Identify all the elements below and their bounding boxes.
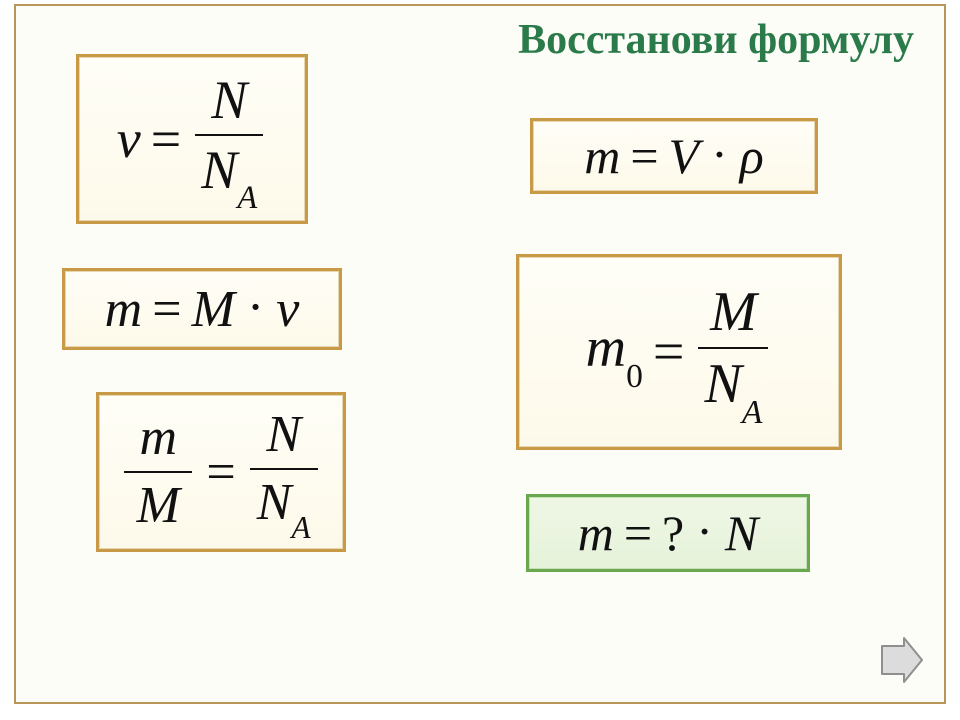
formula-m-eq-v-rho: m = V · ρ bbox=[530, 118, 818, 194]
equation: m = M · ν bbox=[105, 280, 300, 339]
equation: m = V · ρ bbox=[584, 127, 764, 185]
next-slide-button[interactable] bbox=[872, 634, 928, 686]
denominator: NA bbox=[698, 352, 768, 424]
formula-m-eq-big-m-nu: m = M · ν bbox=[62, 268, 342, 350]
den-base: N bbox=[704, 353, 741, 415]
denominator: NA bbox=[195, 139, 263, 209]
formula-nu-eq-n-over-na: ν = N NA bbox=[76, 54, 308, 224]
equals-sign: = bbox=[151, 108, 181, 170]
factor-2: ρ bbox=[740, 127, 764, 185]
numerator: m bbox=[134, 408, 184, 468]
denominator: M bbox=[131, 476, 186, 536]
fraction-bar bbox=[250, 468, 318, 470]
fraction: N NA bbox=[195, 69, 263, 209]
fraction-left: m M bbox=[124, 408, 192, 536]
unknown-placeholder: ? bbox=[662, 504, 684, 562]
fraction-right: N NA bbox=[250, 405, 318, 538]
lhs: ν bbox=[117, 108, 141, 170]
lhs: m bbox=[578, 504, 614, 562]
equals-sign: = bbox=[206, 443, 235, 502]
fraction-bar bbox=[124, 471, 192, 473]
den-base: N bbox=[257, 474, 292, 531]
equation: m M = N NA bbox=[120, 405, 321, 538]
fraction-bar bbox=[698, 347, 768, 349]
factor-2: ν bbox=[276, 280, 299, 339]
factor-1: M bbox=[192, 280, 235, 339]
numerator: N bbox=[205, 69, 253, 131]
equals-sign: = bbox=[653, 320, 685, 384]
equals-sign: = bbox=[630, 127, 658, 185]
fraction: M NA bbox=[698, 280, 768, 424]
factor-1: V bbox=[669, 127, 700, 185]
arrow-right-icon bbox=[876, 636, 924, 684]
den-sub: A bbox=[237, 180, 257, 216]
equals-sign: = bbox=[624, 504, 652, 562]
den-base: N bbox=[201, 140, 237, 200]
rhs-factor: N bbox=[725, 504, 758, 562]
slide-frame: Восстанови формулу ν = N NA m = M · ν bbox=[14, 4, 946, 704]
lhs: m bbox=[105, 280, 143, 339]
den-sub: A bbox=[291, 510, 310, 545]
equation: m = ? · N bbox=[578, 504, 759, 562]
denominator: NA bbox=[251, 473, 317, 538]
dot-operator: · bbox=[247, 278, 264, 337]
numerator: N bbox=[260, 405, 307, 465]
fraction-bar bbox=[195, 134, 263, 136]
equals-sign: = bbox=[152, 280, 181, 339]
lhs-sub: 0 bbox=[626, 358, 643, 395]
slide-title: Восстанови формулу bbox=[518, 16, 914, 64]
lhs: m0 bbox=[586, 316, 643, 387]
dot-operator: · bbox=[696, 502, 713, 560]
equation: m0 = M NA bbox=[586, 280, 773, 424]
formula-to-restore: m = ? · N bbox=[526, 494, 810, 572]
dot-operator: · bbox=[711, 125, 728, 183]
lhs-base: m bbox=[586, 317, 626, 379]
formula-m0-eq-big-m-over-na: m0 = M NA bbox=[516, 254, 842, 450]
lhs: m bbox=[584, 127, 620, 185]
equation: ν = N NA bbox=[117, 69, 267, 209]
numerator: M bbox=[704, 280, 763, 344]
den-sub: A bbox=[742, 394, 763, 431]
formula-m-over-big-m-eq-n-over-na: m M = N NA bbox=[96, 392, 346, 552]
